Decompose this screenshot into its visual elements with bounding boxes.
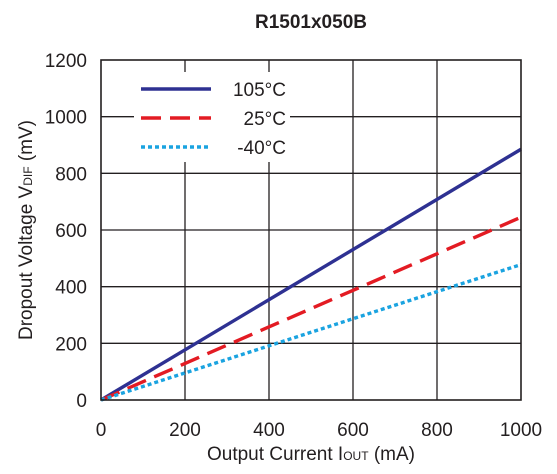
- chart-title: R1501x050B: [255, 12, 367, 33]
- x-tick-label: 800: [421, 420, 453, 441]
- legend-label: -40°C: [237, 138, 286, 159]
- y-tick-label: 1000: [45, 108, 87, 129]
- y-axis-label-subscript: DIF: [21, 166, 35, 185]
- series-line: [100, 262, 522, 402]
- x-tick-labels: 0 200 400 600 800 1000: [96, 420, 542, 441]
- x-tick-label: 200: [169, 420, 201, 441]
- x-tick-label: 0: [96, 420, 107, 441]
- series-line: [100, 215, 522, 402]
- series-layer: [100, 147, 522, 402]
- legend-label: 25°C: [244, 109, 286, 130]
- x-tick-label: 1000: [500, 420, 542, 441]
- legend-label: 105°C: [233, 80, 286, 101]
- y-tick-label: 200: [55, 334, 87, 355]
- legend: 105°C 25°C -40°C: [141, 80, 286, 159]
- y-axis-label: Dropout Voltage VDIF (mV): [16, 120, 37, 340]
- x-axis-label: Output Current IOUT (mA): [207, 444, 415, 465]
- y-tick-label: 800: [55, 164, 87, 185]
- plot-frame: [100, 59, 522, 401]
- x-tick-label: 600: [337, 420, 369, 441]
- y-tick-label: 600: [55, 221, 87, 242]
- y-tick-label: 1200: [45, 51, 87, 72]
- y-tick-label: 0: [76, 391, 87, 412]
- x-axis-label-subscript: OUT: [343, 449, 369, 463]
- series-line: [100, 147, 522, 402]
- y-tick-labels: 0 200 400 600 800 1000 1200: [45, 51, 87, 412]
- x-tick-label: 400: [253, 420, 285, 441]
- y-tick-label: 400: [55, 278, 87, 299]
